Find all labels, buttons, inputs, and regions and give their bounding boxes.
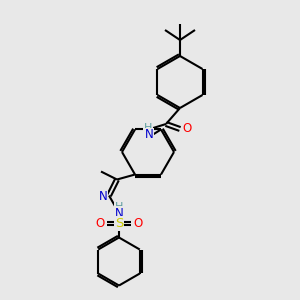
Text: O: O [134,217,142,230]
Text: H: H [115,202,123,212]
Text: H: H [144,123,152,133]
Text: S: S [115,217,123,230]
Text: N: N [115,207,123,220]
Text: N: N [145,128,153,142]
Text: O: O [95,217,105,230]
Text: N: N [99,190,107,203]
Text: O: O [182,122,192,136]
